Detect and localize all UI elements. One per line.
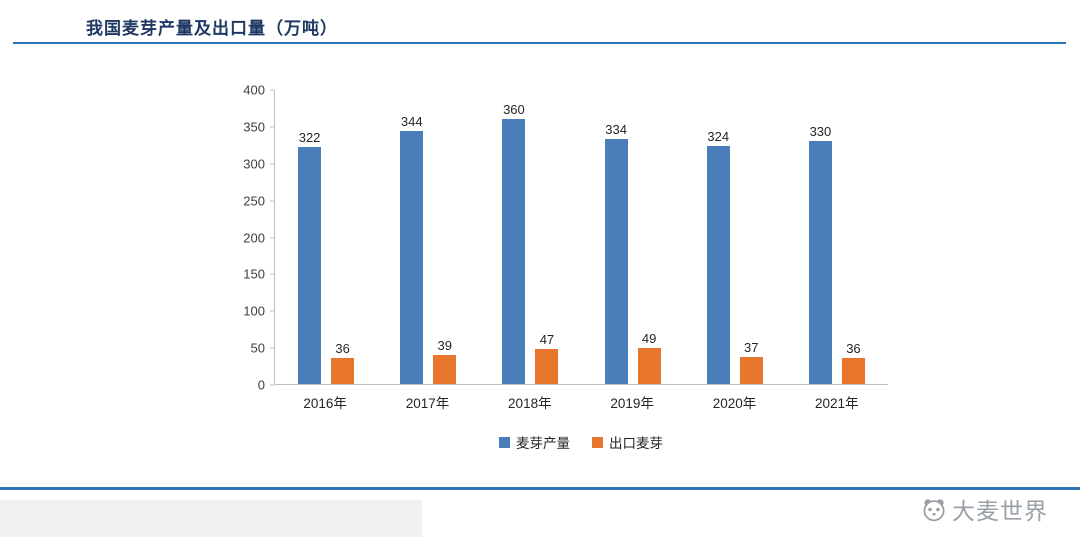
y-axis-tick-mark: [270, 126, 274, 128]
y-axis-tick-label: 300: [243, 156, 265, 172]
y-axis-tick-label: 200: [243, 230, 265, 245]
bar-group: 360 47: [479, 90, 581, 384]
bar-value-label: 360: [503, 102, 525, 118]
y-axis-tick-label: 0: [257, 377, 265, 393]
x-axis-label: 2021年: [815, 396, 859, 411]
出口麦芽-bar: [331, 357, 355, 384]
x-axis-label: 2020年: [712, 396, 757, 411]
legend-item-export: 出口麦芽: [592, 432, 663, 452]
x-axis-labels: 2016年 2017年 2018年 2019年 2020年 2021年: [274, 385, 888, 412]
y-axis-tick-label: 100: [243, 303, 265, 319]
bar-with-label: 360: [502, 90, 526, 384]
bar-value-label: 324: [707, 128, 730, 144]
page-title: 我国麦芽产量及出口量（万吨）: [86, 19, 338, 38]
plot-row: 400 350 300 250 200 150 100 50 0 322 36 344 39 360 47…: [240, 83, 888, 393]
x-axis-label: 2016年: [303, 396, 347, 411]
legend-item-production: 麦芽产量: [499, 432, 570, 452]
麦芽产量-bar: [604, 138, 628, 384]
y-axis-tick-mark: [270, 89, 274, 91]
出口麦芽-bar: [739, 356, 763, 384]
出口麦芽-bar: [637, 348, 661, 384]
y-axis-tick-mark: [270, 200, 274, 202]
y-axis-tick-label: 50: [250, 340, 265, 356]
bar-with-label: 47: [535, 90, 559, 384]
bar-value-label: 36: [846, 340, 861, 356]
y-axis-tick-mark: [270, 237, 274, 238]
bar-with-label: 324: [706, 90, 730, 384]
header-underline: [13, 42, 1066, 44]
y-axis-tick-mark: [270, 384, 274, 386]
bar-with-label: 49: [637, 90, 661, 384]
y-axis-tick-label: 400: [243, 82, 265, 98]
x-axis-label: 2017年: [405, 396, 450, 411]
bar-value-label: 49: [641, 331, 657, 346]
bar-with-label: 322: [298, 90, 322, 384]
麦芽产量-bar: [502, 119, 526, 384]
bar-value-label: 47: [539, 332, 555, 348]
bar-value-label: 37: [744, 339, 759, 355]
y-axis-tick-mark: [270, 347, 274, 349]
bar-with-label: 330: [808, 90, 832, 384]
bar-with-label: 36: [331, 90, 355, 384]
y-axis-tick-mark: [270, 163, 274, 165]
bar-group: 322 36: [275, 90, 377, 384]
x-axis-label: 2018年: [508, 396, 552, 411]
出口麦芽-bar: [433, 355, 457, 384]
bar-group: 330 36: [786, 90, 888, 384]
出口麦芽-bar: [535, 349, 559, 384]
麦芽产量-bar: [298, 147, 322, 384]
麦芽产量-bar: [706, 145, 730, 384]
bar-chart: 400 350 300 250 200 150 100 50 0 322 36 344 39 360 47…: [240, 83, 888, 452]
bar-value-label: 322: [298, 130, 321, 146]
麦芽产量-bar: [400, 131, 424, 384]
legend-label-production: 麦芽产量: [516, 436, 570, 451]
bar-value-label: 334: [605, 121, 627, 137]
bar-with-label: 334: [604, 90, 628, 384]
y-axis-tick-label: 350: [243, 119, 265, 135]
麦芽产量-bar: [808, 141, 832, 384]
出口麦芽-bar: [841, 357, 865, 384]
footer-gray-block: [0, 500, 422, 537]
bar-with-label: 344: [400, 90, 424, 384]
chart-legend: 麦芽产量 出口麦芽: [274, 432, 888, 452]
bar-with-label: 39: [433, 90, 457, 384]
bar-group: 344 39: [377, 90, 479, 384]
legend-swatch-orange: [592, 436, 603, 448]
bar-value-label: 330: [809, 124, 832, 140]
y-axis-tick-mark: [270, 273, 274, 275]
bar-with-label: 37: [739, 90, 763, 384]
bar-value-label: 344: [400, 114, 423, 130]
plot-area: 322 36 344 39 360 47 334 49 324 37 330 36: [274, 90, 888, 385]
x-axis-label: 2019年: [610, 396, 654, 411]
bar-value-label: 36: [335, 340, 350, 356]
brand-text: 大麦世界: [952, 498, 1048, 524]
panda-logo-icon: [920, 495, 948, 523]
bar-group: 324 37: [684, 90, 786, 384]
footer-accent-line: [0, 487, 1080, 490]
y-axis: 400 350 300 250 200 150 100 50 0: [240, 83, 274, 393]
legend-swatch-blue: [499, 436, 510, 448]
bar-value-label: 39: [437, 338, 452, 354]
bar-group: 334 49: [582, 90, 684, 384]
y-axis-tick-label: 150: [243, 266, 265, 282]
y-axis-tick-mark: [270, 310, 274, 312]
legend-label-export: 出口麦芽: [609, 436, 663, 451]
brand-logo: 大麦世界: [920, 492, 1048, 526]
bar-with-label: 36: [841, 90, 865, 384]
y-axis-tick-label: 250: [243, 193, 265, 209]
